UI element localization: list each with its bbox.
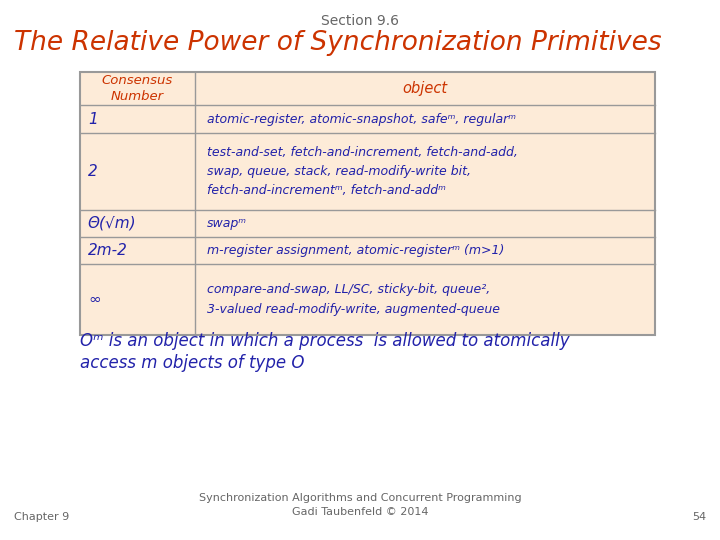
Bar (80, 72, 655, 335)
Text: ∞: ∞ (88, 292, 101, 307)
Text: Section 9.6: Section 9.6 (321, 14, 399, 28)
Text: swapᵐ: swapᵐ (207, 217, 247, 230)
Text: Θ(√m): Θ(√m) (88, 216, 137, 231)
Text: Oᵐ is an object in which a process  is allowed to atomically: Oᵐ is an object in which a process is al… (80, 332, 570, 350)
Text: Consensus
Number: Consensus Number (102, 75, 173, 103)
Text: Chapter 9: Chapter 9 (14, 512, 69, 522)
Text: Synchronization Algorithms and Concurrent Programming
Gadi Taubenfeld © 2014: Synchronization Algorithms and Concurren… (199, 493, 521, 517)
Text: The Relative Power of Synchronization Primitives: The Relative Power of Synchronization Pr… (14, 30, 662, 56)
Text: 2: 2 (88, 164, 98, 179)
Text: test-and-set, fetch-and-increment, fetch-and-add,
swap, queue, stack, read-modif: test-and-set, fetch-and-increment, fetch… (207, 146, 518, 197)
Text: compare-and-swap, LL/SC, sticky-bit, queue²,
3-valued read-modify-write, augment: compare-and-swap, LL/SC, sticky-bit, que… (207, 284, 500, 315)
Text: object: object (402, 81, 448, 96)
Bar (80, 72, 655, 335)
Text: 2m-2: 2m-2 (88, 243, 128, 258)
Text: 1: 1 (88, 111, 98, 126)
Text: atomic-register, atomic-snapshot, safeᵐ, regularᵐ: atomic-register, atomic-snapshot, safeᵐ,… (207, 112, 516, 125)
Text: 54: 54 (692, 512, 706, 522)
Text: m-register assignment, atomic-registerᵐ (m>1): m-register assignment, atomic-registerᵐ … (207, 244, 505, 257)
Text: access m objects of type O: access m objects of type O (80, 354, 305, 372)
